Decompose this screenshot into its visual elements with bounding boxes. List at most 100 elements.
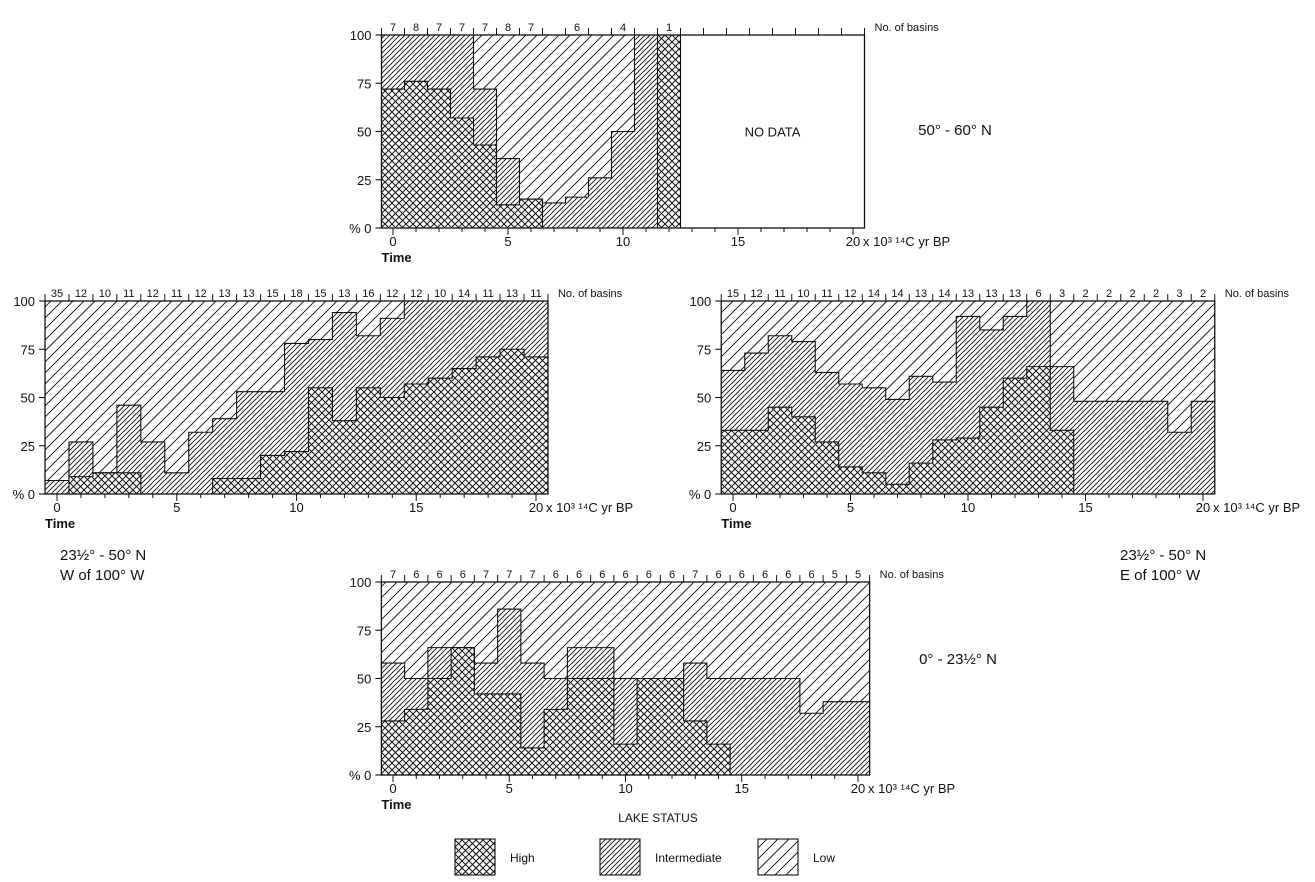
x-tick-label: 0	[53, 500, 60, 515]
y-tick-label: % 0	[689, 487, 711, 502]
intermediate-bar	[404, 301, 428, 384]
y-tick-label: 100	[350, 575, 372, 590]
time-label: Time	[721, 516, 751, 531]
basin-count: 6	[413, 569, 419, 581]
legend-item-low: Low	[758, 839, 835, 875]
x-tick-label: 20	[1196, 500, 1210, 515]
intermediate-bar	[792, 342, 816, 417]
basin-count: 14	[938, 288, 950, 300]
x-tick-label: 10	[616, 234, 630, 249]
basin-count: 3	[1059, 288, 1065, 300]
x-tick-label: 5	[847, 500, 854, 515]
legend-swatch-intermediate	[600, 839, 640, 875]
high-bar	[591, 679, 614, 776]
x-tick-label: 5	[173, 500, 180, 515]
intermediate-bar	[909, 376, 933, 463]
basins-axis-label: No. of basins	[880, 569, 945, 581]
time-label: Time	[381, 797, 411, 812]
intermediate-bar	[497, 159, 520, 205]
basin-count: 2	[1200, 288, 1206, 300]
high-bar	[1027, 367, 1051, 494]
high-bar	[745, 430, 769, 494]
basin-count: 7	[482, 22, 488, 34]
basin-count: 12	[147, 288, 159, 300]
intermediate-bar	[815, 372, 839, 441]
basin-count: 11	[171, 288, 182, 300]
intermediate-bar	[591, 648, 614, 679]
basin-count: 11	[482, 288, 493, 300]
intermediate-bar	[800, 713, 823, 775]
high-bar	[93, 473, 117, 494]
basin-count: 12	[195, 288, 207, 300]
intermediate-bar	[614, 679, 637, 745]
basin-count: 6	[599, 569, 605, 581]
basin-count: 2	[1082, 288, 1088, 300]
x-tick-label: 20	[529, 500, 543, 515]
intermediate-bar	[862, 388, 886, 473]
high-bar	[521, 748, 544, 775]
x-tick-label: 0	[389, 234, 396, 249]
intermediate-bar	[1168, 432, 1192, 494]
y-tick-label: % 0	[349, 768, 371, 783]
basin-count: 14	[458, 288, 470, 300]
high-bar	[117, 473, 141, 494]
intermediate-bar	[886, 399, 910, 484]
y-tick-label: 25	[357, 173, 371, 188]
y-tick-label: 100	[690, 294, 712, 309]
basin-count: 13	[242, 288, 254, 300]
high-bar	[956, 438, 980, 494]
basin-count: 10	[797, 288, 809, 300]
high-bar	[792, 417, 816, 494]
x-tick-label: 15	[735, 781, 749, 796]
intermediate-bar	[589, 178, 612, 228]
high-bar	[308, 388, 332, 494]
high-bar	[684, 721, 707, 775]
intermediate-bar	[476, 301, 500, 357]
basin-count: 12	[844, 288, 856, 300]
high-bar	[721, 430, 745, 494]
intermediate-bar	[332, 313, 356, 421]
high-bar	[332, 421, 356, 494]
intermediate-bar	[381, 663, 404, 721]
basin-count: 8	[413, 22, 419, 34]
high-bar	[404, 384, 428, 494]
region-label: 0° - 23½° N	[919, 651, 997, 668]
intermediate-bar	[1097, 401, 1121, 494]
high-bar	[261, 455, 285, 494]
basin-count: 12	[386, 288, 398, 300]
x-tick-label: 5	[504, 234, 511, 249]
basin-count: 7	[692, 569, 698, 581]
intermediate-bar	[1003, 316, 1027, 378]
x-tick-label: 20	[846, 234, 860, 249]
basins-axis-label: No. of basins	[875, 22, 940, 34]
intermediate-bar	[428, 35, 451, 89]
basin-count: 7	[436, 22, 442, 34]
legend-title: LAKE STATUS	[618, 811, 698, 825]
basin-count: 14	[868, 288, 880, 300]
intermediate-bar	[1050, 367, 1074, 431]
intermediate-bar	[141, 442, 165, 494]
intermediate-bar	[567, 648, 590, 679]
basin-count: 7	[529, 569, 535, 581]
high-bar	[451, 118, 474, 228]
basin-count: 11	[821, 288, 832, 300]
basin-count: 6	[785, 569, 791, 581]
intermediate-bar	[566, 197, 589, 228]
high-bar	[69, 477, 93, 494]
legend: LAKE STATUSHigh Intermediate Low	[455, 811, 835, 875]
high-bar	[356, 388, 380, 494]
basin-count: 12	[410, 288, 422, 300]
high-bar	[614, 744, 637, 775]
intermediate-bar	[452, 301, 476, 369]
intermediate-bar	[823, 702, 846, 775]
intermediate-bar	[721, 370, 745, 430]
intermediate-bar	[612, 132, 635, 229]
basin-count: 12	[75, 288, 87, 300]
basins-axis-label: No. of basins	[1225, 288, 1290, 300]
high-bar	[452, 369, 476, 494]
intermediate-bar	[684, 663, 707, 721]
basin-count: 4	[620, 22, 626, 34]
intermediate-bar	[745, 353, 769, 430]
high-bar	[498, 694, 521, 775]
x-unit-label: x 10³ ¹⁴C yr BP	[546, 500, 633, 515]
